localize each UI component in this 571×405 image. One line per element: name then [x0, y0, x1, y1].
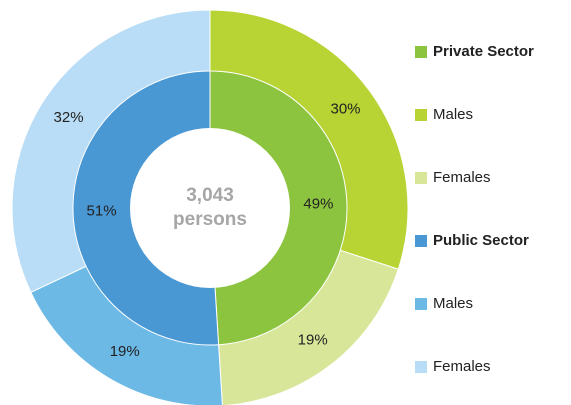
outer-slice-label: 19%: [110, 343, 140, 360]
outer-slice: [209, 9, 409, 270]
center-hole: [130, 128, 290, 288]
legend-label: Private Sector: [433, 43, 534, 60]
legend-swatch: [415, 109, 427, 121]
outer-slice: [218, 249, 399, 405]
outer-slice-label: 30%: [330, 101, 360, 118]
legend-swatch: [415, 298, 427, 310]
outer-slice-label: 19%: [298, 331, 328, 348]
legend-swatch: [415, 46, 427, 58]
outer-slice: [11, 9, 211, 293]
center-unit: persons: [173, 209, 247, 230]
legend-label: Males: [433, 106, 473, 123]
outer-slice-label: 32%: [54, 109, 84, 126]
legend-label: Males: [433, 295, 473, 312]
legend-label: Females: [433, 358, 491, 375]
legend-swatch: [415, 235, 427, 247]
legend-swatch: [415, 172, 427, 184]
inner-slice-label: 51%: [87, 202, 117, 219]
center-total: 3,043: [186, 185, 234, 206]
legend-label: Public Sector: [433, 232, 529, 249]
inner-slice-label: 49%: [303, 196, 333, 213]
legend-swatch: [415, 361, 427, 373]
legend-label: Females: [433, 169, 491, 186]
